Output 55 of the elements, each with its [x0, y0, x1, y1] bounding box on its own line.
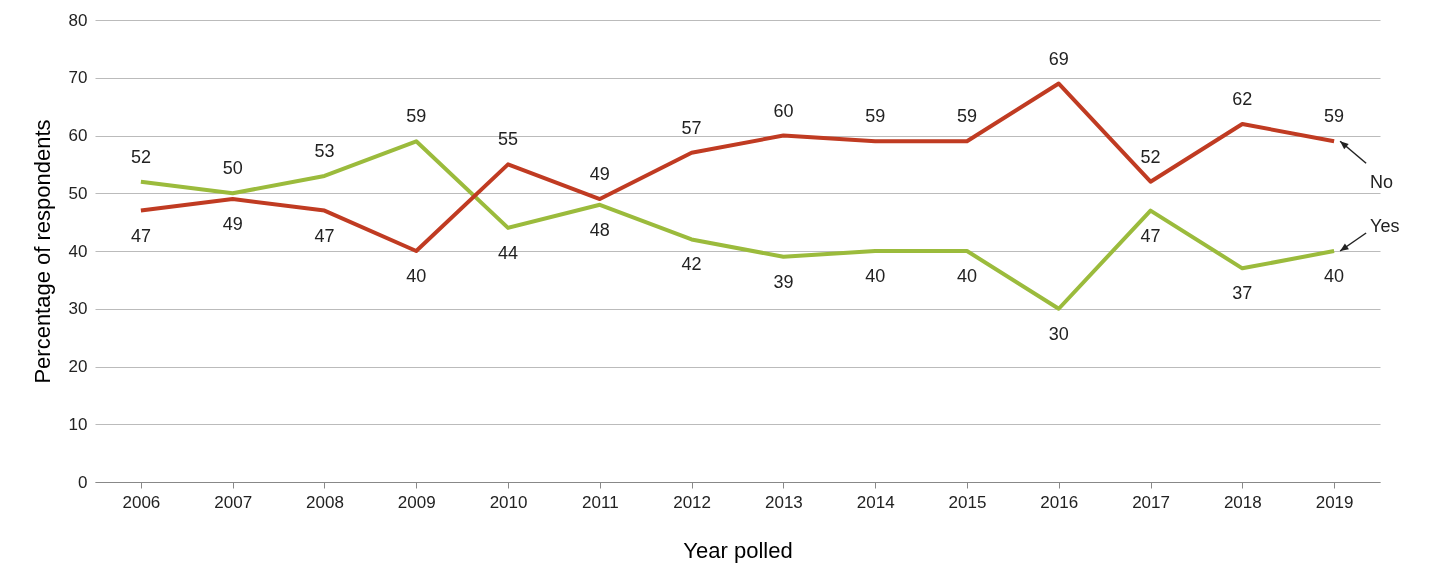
- data-label: 40: [865, 266, 886, 286]
- x-tick-label: 2009: [397, 492, 436, 512]
- data-label: 55: [498, 129, 519, 150]
- data-label: 42: [681, 254, 702, 275]
- data-label: 59: [406, 106, 427, 127]
- x-tick-label: 2012: [673, 492, 712, 512]
- data-label: 59: [956, 106, 977, 127]
- data-label: 40: [1324, 266, 1345, 286]
- data-label: 52: [1140, 146, 1161, 167]
- x-tick-label: 2008: [306, 492, 344, 512]
- data-label: 62: [1232, 88, 1253, 109]
- y-tick-label: 10: [68, 414, 88, 434]
- data-label: 50: [222, 158, 243, 179]
- data-label: 37: [1232, 283, 1253, 304]
- y-tick-label: 30: [68, 299, 88, 319]
- data-label: 53: [314, 140, 335, 161]
- x-tick-label: 2015: [948, 492, 987, 512]
- x-tick-label: 2018: [1223, 492, 1262, 512]
- x-tick-label: 2016: [1040, 492, 1079, 512]
- y-tick-label: 20: [68, 357, 88, 376]
- y-axis-title: Percentage of respondents: [29, 119, 55, 384]
- x-tick-label: 2006: [122, 492, 161, 512]
- data-label: 48: [589, 219, 610, 240]
- x-tick-label: 2014: [856, 492, 895, 512]
- data-label: 47: [314, 225, 335, 246]
- data-label: 49: [589, 164, 610, 185]
- x-tick-label: 2013: [764, 492, 803, 512]
- data-label: 52: [130, 146, 151, 167]
- y-tick-label: 60: [68, 126, 88, 145]
- x-axis-title: Year polled: [683, 537, 793, 563]
- data-label: 39: [773, 271, 794, 292]
- x-tick-label: 2010: [489, 492, 528, 512]
- data-label: 40: [956, 266, 977, 286]
- y-tick-label: 50: [68, 183, 88, 203]
- y-tick-label: 40: [68, 241, 88, 261]
- y-tick-label: 70: [68, 68, 88, 88]
- x-tick-label: 2017: [1132, 492, 1170, 512]
- data-label: 40: [406, 266, 427, 286]
- x-tick-label: 2011: [582, 492, 619, 512]
- x-tick-label: 2007: [214, 492, 253, 512]
- data-label: 44: [498, 242, 519, 263]
- data-label: 59: [865, 106, 886, 127]
- y-tick-label: 0: [78, 472, 88, 492]
- data-label: 60: [773, 100, 794, 121]
- data-label: 30: [1048, 323, 1069, 344]
- data-label: 57: [681, 117, 702, 138]
- text: No: [1370, 172, 1394, 193]
- text: Yes: [1370, 216, 1400, 236]
- data-label: 47: [130, 225, 151, 246]
- y-tick-label: 80: [68, 10, 88, 30]
- data-label: 47: [1140, 225, 1161, 246]
- data-label: 59: [1324, 106, 1345, 127]
- data-label: 49: [222, 214, 243, 235]
- data-label: 69: [1048, 48, 1069, 69]
- x-tick-label: 2019: [1315, 492, 1354, 512]
